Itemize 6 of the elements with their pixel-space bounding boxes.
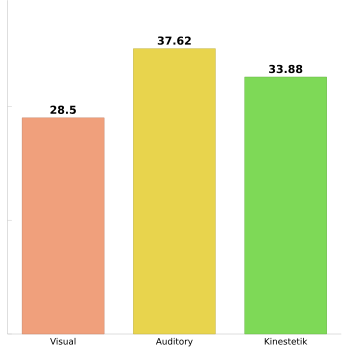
x-tick-label: Kinestetik [265, 338, 308, 345]
data-label: 28.5 [50, 106, 76, 114]
x-tick-label: Auditory [156, 338, 193, 346]
x-tick-label: Visual [50, 338, 76, 345]
data-label: 37.62 [158, 36, 191, 45]
data-label: 33.88 [269, 64, 303, 74]
